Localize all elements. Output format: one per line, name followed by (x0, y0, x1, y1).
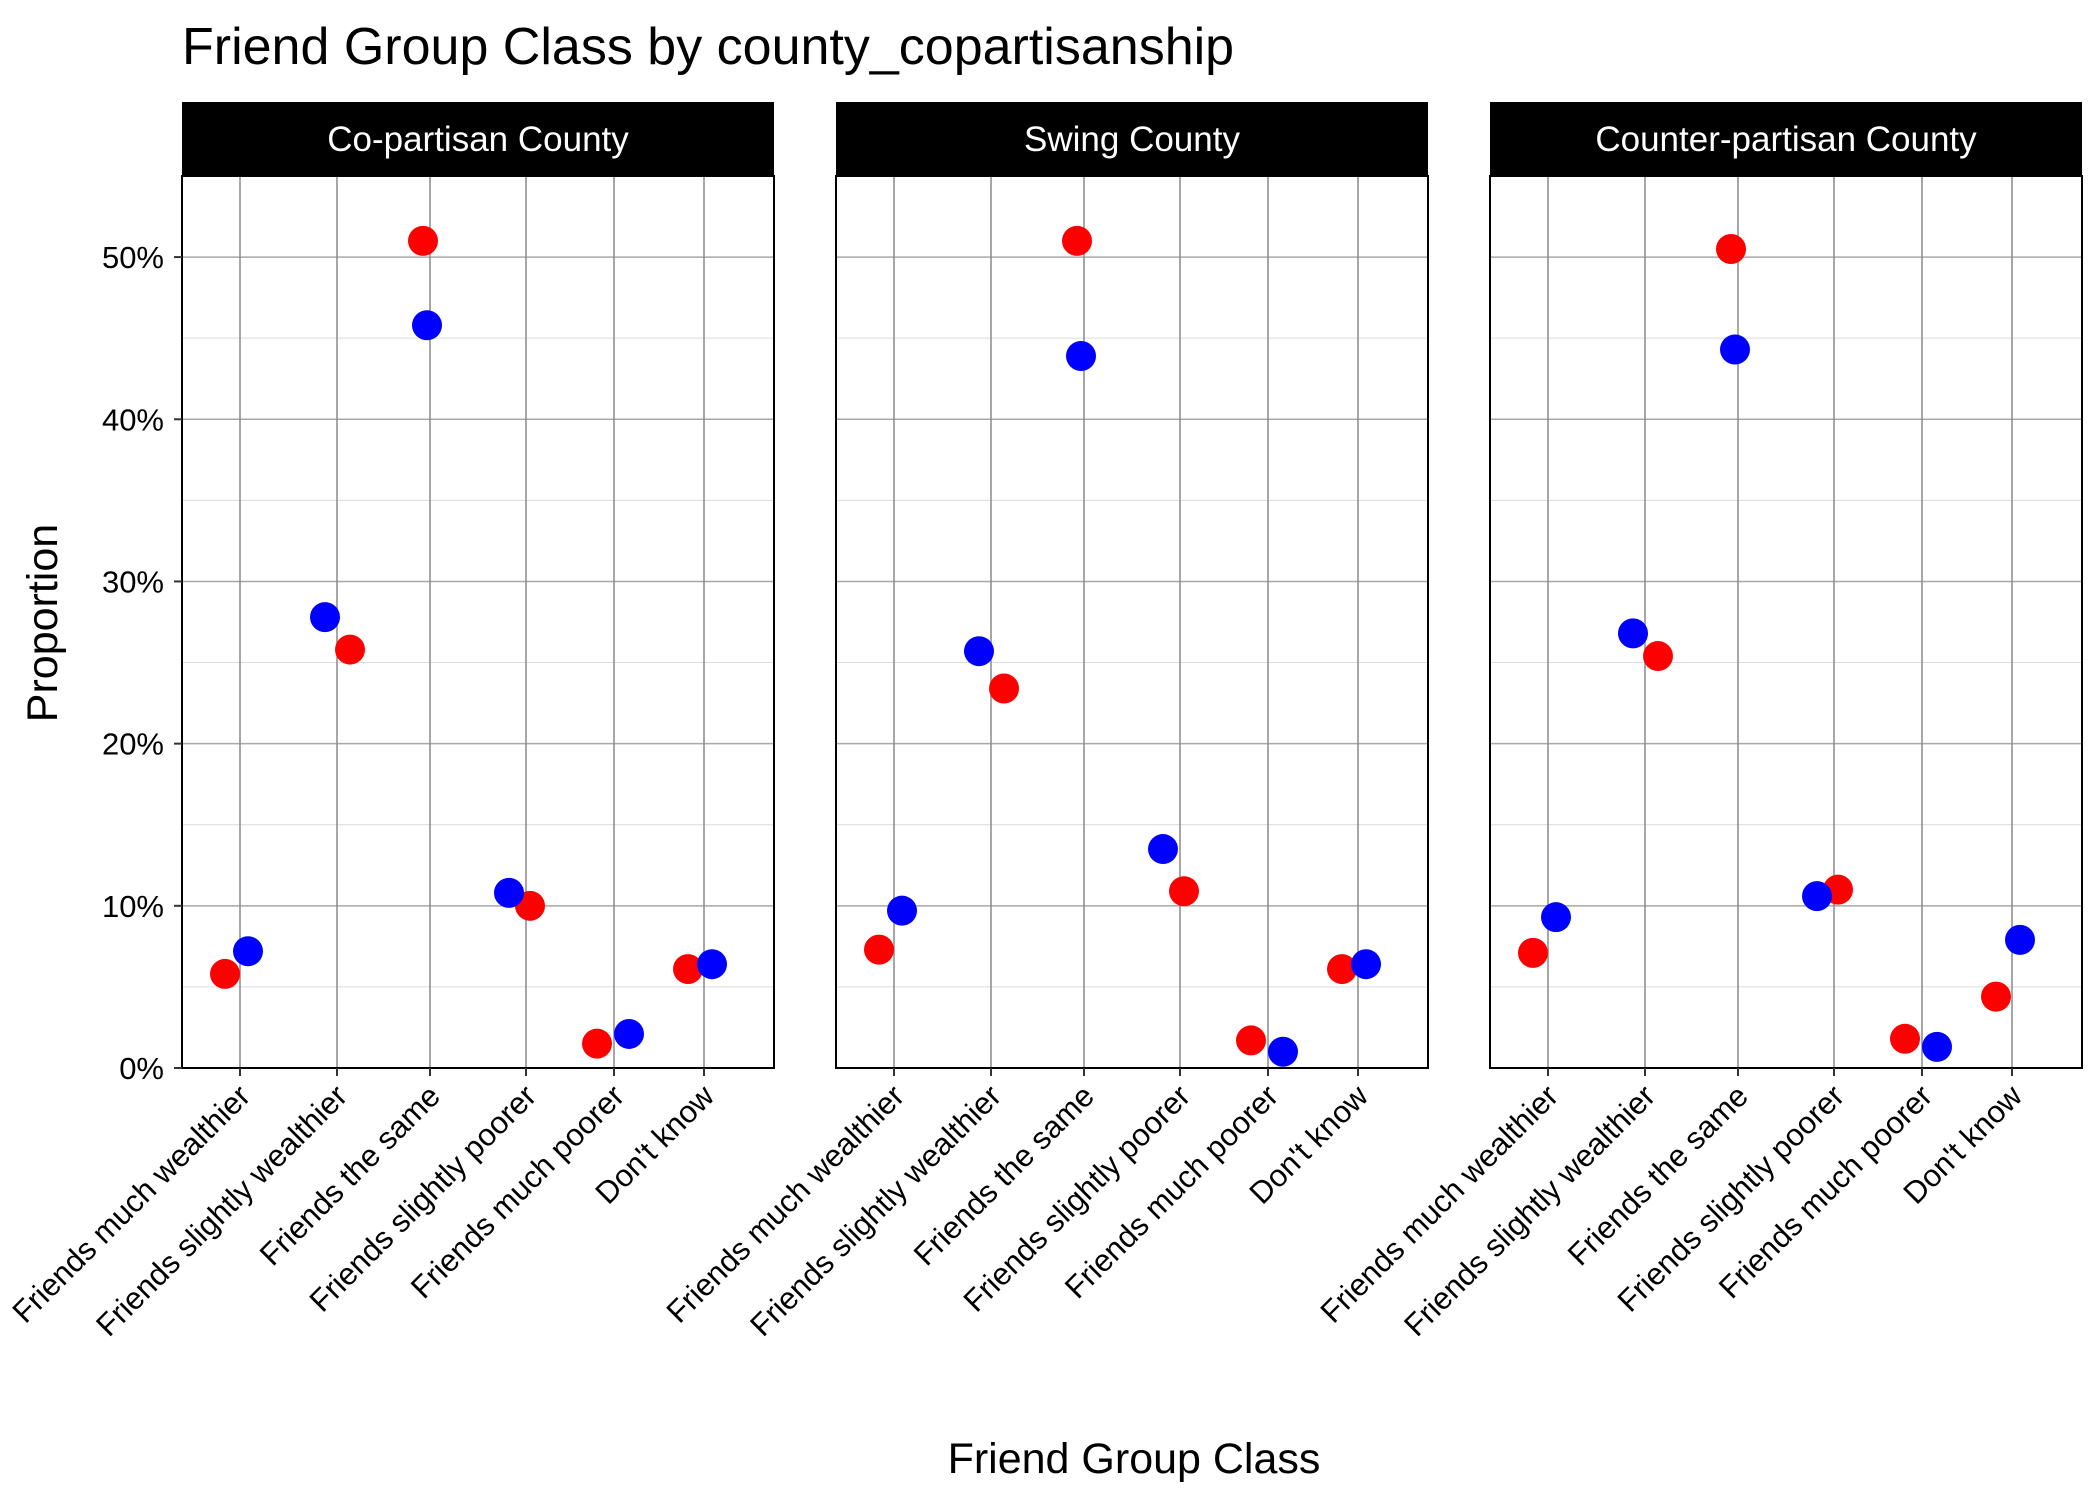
facet-strip-label: Counter-partisan County (1595, 120, 1977, 159)
facet-strip-label: Co-partisan County (327, 120, 629, 159)
panel-background (836, 176, 1428, 1068)
red-point (1236, 1025, 1266, 1056)
red-point (1169, 876, 1199, 907)
blue-point (1802, 881, 1832, 912)
red-point (1716, 233, 1746, 264)
red-point (1981, 981, 2011, 1012)
red-point (582, 1028, 612, 1059)
red-point (1518, 937, 1548, 968)
red-point (673, 954, 703, 985)
red-point (864, 934, 894, 965)
y-tick-label: 50% (102, 240, 164, 275)
x-tick-label: Friends the same (1561, 1078, 1755, 1272)
blue-point (1351, 949, 1381, 980)
red-point (1890, 1023, 1920, 1054)
y-axis: 0% 10% 20% 30% 40% 50% (102, 240, 182, 1086)
red-point (1062, 225, 1092, 256)
blue-point (964, 636, 994, 667)
blue-point (1618, 618, 1648, 649)
blue-point (2005, 924, 2035, 955)
y-tick-label: 0% (119, 1051, 164, 1086)
x-tick-label: Friends the same (253, 1078, 447, 1272)
blue-point (1066, 341, 1096, 372)
blue-point (887, 895, 917, 926)
blue-point (1541, 902, 1571, 933)
blue-point (697, 949, 727, 980)
y-axis-title: Proportion (19, 524, 67, 722)
red-point (1643, 641, 1673, 672)
blue-point (310, 602, 340, 633)
y-tick-label: 40% (102, 402, 164, 437)
red-point (408, 225, 438, 256)
x-axis-title: Friend Group Class (948, 1435, 1321, 1483)
red-point (210, 958, 240, 989)
blue-point (614, 1018, 644, 1049)
blue-point (1268, 1036, 1298, 1067)
y-tick-label: 10% (102, 889, 164, 924)
facet-strip (182, 102, 774, 176)
blue-point (1922, 1031, 1952, 1062)
blue-point (1720, 334, 1750, 365)
red-point (335, 634, 365, 665)
blue-point (233, 936, 263, 967)
red-point (989, 673, 1019, 704)
blue-point (412, 310, 442, 341)
panel-background (182, 176, 774, 1068)
panel-background (1490, 176, 2082, 1068)
y-tick-label: 20% (102, 727, 164, 762)
blue-point (1148, 834, 1178, 865)
facet-strip (836, 102, 1428, 176)
y-tick-label: 30% (102, 564, 164, 599)
blue-point (494, 877, 524, 908)
x-tick-label: Friends the same (907, 1078, 1101, 1272)
facet-strip-label: Swing County (1024, 120, 1240, 159)
chart-title: Friend Group Class by county_copartisans… (182, 18, 1234, 76)
facet-strip (1490, 102, 2082, 176)
red-point (1327, 954, 1357, 985)
